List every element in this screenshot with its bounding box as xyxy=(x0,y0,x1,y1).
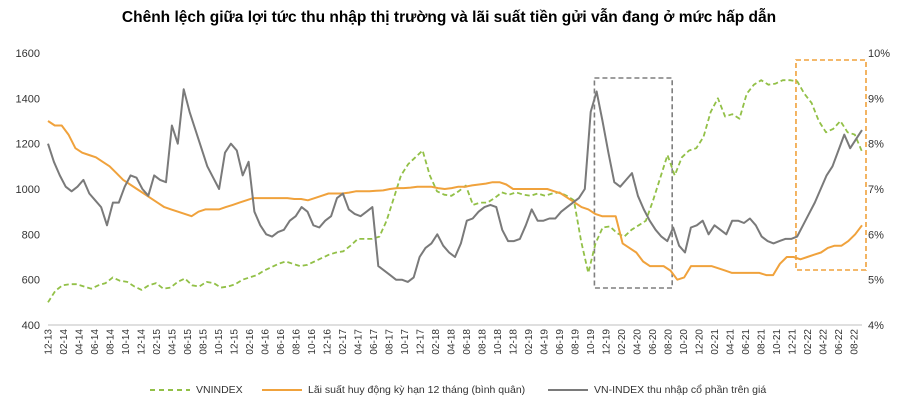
x-tick-10-18: 10-18 xyxy=(493,329,504,355)
x-tick-02-17: 02-17 xyxy=(338,329,349,355)
x-tick-06-16: 06-16 xyxy=(276,329,287,355)
legend-label-earnings-yield: VN-INDEX thu nhập cổ phần trên giá xyxy=(594,384,767,396)
right-tick-7pct: 7% xyxy=(868,184,884,196)
x-tick-06-17: 06-17 xyxy=(369,329,380,355)
x-tick-02-14: 02-14 xyxy=(59,329,70,355)
x-tick-08-20: 08-20 xyxy=(664,329,675,355)
x-tick-08-16: 08-16 xyxy=(292,329,303,355)
highlight-box-2 xyxy=(795,59,867,271)
highlight-boxes xyxy=(593,59,867,289)
left-tick-1600: 1600 xyxy=(16,48,40,60)
legend-swatch-deposit-rate xyxy=(262,389,302,392)
x-tick-04-19: 04-19 xyxy=(540,329,551,355)
series-lines xyxy=(47,79,863,303)
chart-title: Chênh lệch giữa lợi tức thu nhập thị trư… xyxy=(121,9,777,26)
left-tick-400: 400 xyxy=(22,320,40,332)
x-tick-12-14: 12-14 xyxy=(137,329,148,355)
left-axis: 400 600 800 1000 1200 1400 1600 xyxy=(16,48,40,332)
right-axis: 4% 5% 6% 7% 8% 9% 10% xyxy=(868,48,890,332)
left-tick-1000: 1000 xyxy=(16,184,40,196)
x-tick-12-16: 12-16 xyxy=(323,329,334,355)
left-tick-600: 600 xyxy=(22,275,40,287)
right-tick-4pct: 4% xyxy=(868,320,884,332)
right-tick-8pct: 8% xyxy=(868,139,884,151)
highlight-box-1 xyxy=(593,77,673,289)
legend-swatch-earnings-yield xyxy=(548,389,588,392)
right-tick-10pct: 10% xyxy=(868,48,890,60)
x-axis: 12-13 02-14 04-14 06-14 08-14 10-14 12-14 02-15… xyxy=(44,329,861,355)
x-tick-04-21: 04-21 xyxy=(726,329,737,355)
x-tick-08-21: 08-21 xyxy=(757,329,768,355)
legend-item-vnindex: VNINDEX xyxy=(150,384,243,396)
left-tick-1200: 1200 xyxy=(16,139,40,151)
series-line-deposit-rate xyxy=(47,120,863,281)
x-tick-02-22: 02-22 xyxy=(803,329,814,355)
x-tick-10-16: 10-16 xyxy=(307,329,318,355)
x-tick-06-19: 06-19 xyxy=(555,329,566,355)
x-tick-06-14: 06-14 xyxy=(90,329,101,355)
left-tick-1400: 1400 xyxy=(16,93,40,105)
x-tick-02-18: 02-18 xyxy=(431,329,442,355)
x-tick-04-22: 04-22 xyxy=(819,329,830,355)
x-tick-06-22: 06-22 xyxy=(834,329,845,355)
series-line-earnings-yield xyxy=(47,88,863,283)
x-tick-04-18: 04-18 xyxy=(447,329,458,355)
x-tick-04-15: 04-15 xyxy=(168,329,179,355)
series-line-vnindex xyxy=(47,79,863,303)
right-tick-6pct: 6% xyxy=(868,229,884,241)
x-tick-02-21: 02-21 xyxy=(710,329,721,355)
x-tick-04-16: 04-16 xyxy=(261,329,272,355)
x-tick-10-17: 10-17 xyxy=(400,329,411,355)
x-tick-10-15: 10-15 xyxy=(214,329,225,355)
x-tick-02-16: 02-16 xyxy=(245,329,256,355)
right-tick-5pct: 5% xyxy=(868,275,884,287)
x-tick-12-20: 12-20 xyxy=(695,329,706,355)
x-tick-12-13: 12-13 xyxy=(44,329,55,355)
x-tick-08-15: 08-15 xyxy=(199,329,210,355)
x-tick-12-21: 12-21 xyxy=(788,329,799,355)
x-tick-04-20: 04-20 xyxy=(633,329,644,355)
legend-label-vnindex: VNINDEX xyxy=(196,384,243,396)
legend-item-deposit-rate: Lãi suất huy động kỳ hạn 12 tháng (bình … xyxy=(262,384,525,396)
x-tick-10-21: 10-21 xyxy=(772,329,783,355)
x-tick-08-18: 08-18 xyxy=(478,329,489,355)
x-tick-06-21: 06-21 xyxy=(741,329,752,355)
x-tick-12-17: 12-17 xyxy=(416,329,427,355)
x-tick-10-14: 10-14 xyxy=(121,329,132,355)
x-tick-08-19: 08-19 xyxy=(571,329,582,355)
x-tick-04-14: 04-14 xyxy=(75,329,86,355)
x-tick-10-20: 10-20 xyxy=(679,329,690,355)
x-tick-12-18: 12-18 xyxy=(509,329,520,355)
left-tick-800: 800 xyxy=(22,229,40,241)
legend: VNINDEX Lãi suất huy động kỳ hạn 12 thán… xyxy=(0,384,898,404)
x-tick-06-20: 06-20 xyxy=(648,329,659,355)
x-tick-04-17: 04-17 xyxy=(354,329,365,355)
x-tick-10-19: 10-19 xyxy=(586,329,597,355)
x-tick-08-22: 08-22 xyxy=(850,329,861,355)
x-tick-02-19: 02-19 xyxy=(524,329,535,355)
x-tick-12-15: 12-15 xyxy=(230,329,241,355)
x-tick-02-20: 02-20 xyxy=(617,329,628,355)
legend-item-earnings-yield: VN-INDEX thu nhập cổ phần trên giá xyxy=(548,384,766,396)
x-tick-06-15: 06-15 xyxy=(183,329,194,355)
legend-swatch-vnindex xyxy=(150,389,190,392)
x-tick-08-17: 08-17 xyxy=(385,329,396,355)
right-tick-9pct: 9% xyxy=(868,93,884,105)
x-tick-06-18: 06-18 xyxy=(462,329,473,355)
x-tick-08-14: 08-14 xyxy=(106,329,117,355)
x-tick-12-19: 12-19 xyxy=(602,329,613,355)
x-tick-02-15: 02-15 xyxy=(152,329,163,355)
legend-label-deposit-rate: Lãi suất huy động kỳ hạn 12 tháng (bình … xyxy=(308,384,526,396)
